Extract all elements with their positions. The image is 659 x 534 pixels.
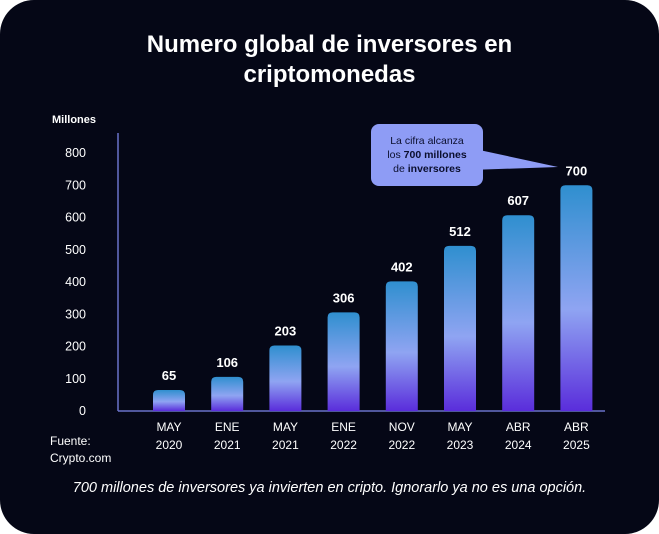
bar [269,345,302,411]
bar [327,312,360,411]
y-tick-label: 300 [65,307,86,321]
bar-value-label: 65 [162,368,176,383]
callout-line-2: los 700 millones [387,149,467,161]
callout-pointer [470,148,558,170]
x-tick-label-month: ABR [564,420,589,434]
bar-value-label: 306 [333,290,355,305]
x-tick-label-year: 2024 [505,438,532,452]
x-tick-label-year: 2023 [447,438,474,452]
caption: 700 millones de inversores ya invierten … [72,480,587,496]
y-tick-label: 400 [65,275,86,289]
bar-value-label: 203 [275,324,297,339]
callout-bubble: La cifra alcanza los 700 millones de inv… [371,124,483,186]
bar-value-label: 700 [566,163,588,178]
source-name: Crypto.com [50,451,112,465]
x-tick-label-year: 2025 [563,438,590,452]
y-tick-label: 100 [65,372,86,386]
callout-line-1: La cifra alcanza [390,135,464,147]
x-tick-label-year: 2021 [272,438,299,452]
x-tick-label-month: MAY [273,420,298,434]
x-tick-label-month: MAY [156,420,181,434]
y-axis-unit-label: Millones [52,114,97,126]
x-tick-label-year: 2022 [388,438,415,452]
bar [211,376,244,411]
bar [444,245,476,411]
source-label: Fuente: [50,434,91,448]
y-tick-label: 200 [65,340,86,354]
bar-value-label: 512 [449,224,471,239]
x-tick-label-month: ABR [506,420,531,434]
x-tick-label-year: 2020 [156,438,183,452]
y-tick-label: 500 [65,243,86,257]
x-tick-label-month: NOV [389,420,415,434]
bar-value-label: 402 [391,259,413,274]
y-tick-label: 0 [79,404,86,418]
bar [502,215,535,411]
bar [385,281,418,411]
x-tick-label-month: ENE [331,420,356,434]
bar [153,390,185,411]
bar [560,185,593,411]
bar-value-label: 106 [216,355,238,370]
chart-title: Numero global de inversores en criptomon… [146,31,513,88]
x-tick-label-year: 2021 [214,438,241,452]
y-tick-label: 800 [65,146,86,160]
x-tick-label-month: MAY [447,420,472,434]
y-tick-label: 600 [65,211,86,225]
callout-line-3: de inversores [393,163,461,175]
x-tick-label-year: 2022 [330,438,357,452]
source-note: Fuente: Crypto.com [50,433,111,467]
x-tick-label-month: ENE [215,420,240,434]
bar-value-label: 607 [507,193,529,208]
y-tick-label: 700 [65,178,86,192]
